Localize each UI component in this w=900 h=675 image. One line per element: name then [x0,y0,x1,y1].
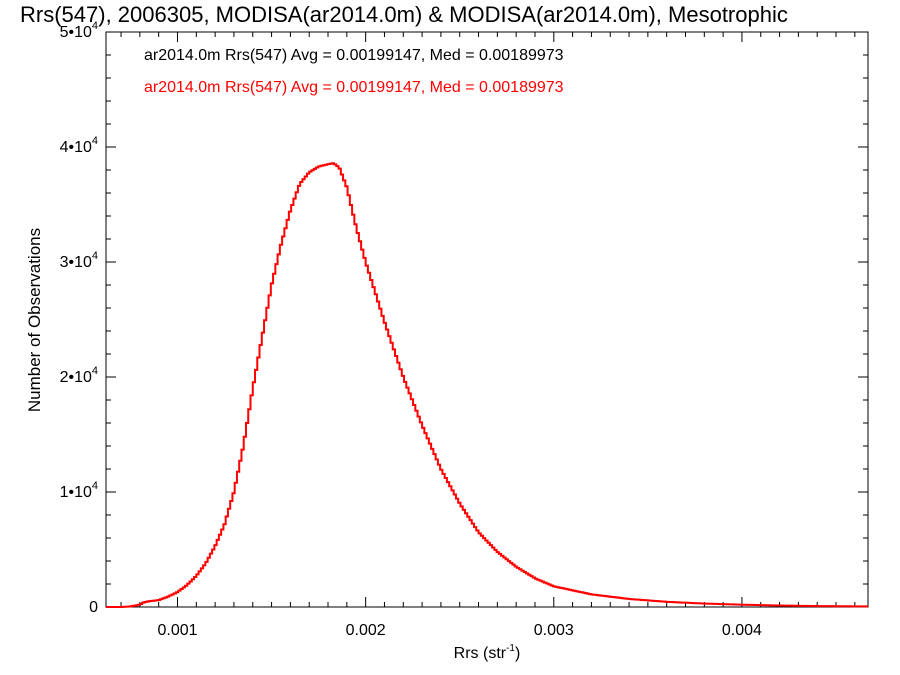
x-tick-label: 0.002 [346,622,386,639]
x-tick-label: 0.004 [722,622,762,639]
y-tick-label: 0 [89,599,98,616]
y-tick-label: 5•104 [60,20,98,41]
y-tick-label: 4•104 [60,135,98,156]
y-axis-ticks: 0 1•104 2•104 3•104 4•104 5•104 [60,20,868,616]
y-tick-label: 3•104 [60,250,98,271]
x-tick-label: 0.001 [157,622,197,639]
series-line [106,162,868,608]
chart-title: Rrs(547), 2006305, MODISA(ar2014.0m) & M… [20,2,788,27]
x-axis-ticks: 0.001 0.002 0.003 0.004 [120,32,856,639]
plot-frame [105,31,869,608]
y-tick-label: 2•104 [60,365,98,386]
y-axis-label: Number of Observations [25,228,44,412]
x-tick-label: 0.003 [534,622,574,639]
x-axis-label: Rrs (str-1) [454,643,521,662]
y-tick-label: 1•104 [60,480,98,501]
x-axis-label-exponent: -1 [506,643,515,654]
legend-entry-red: ar2014.0m Rrs(547) Avg = 0.00199147, Med… [144,79,564,96]
legend-entry-black: ar2014.0m Rrs(547) Avg = 0.00199147, Med… [144,47,564,64]
